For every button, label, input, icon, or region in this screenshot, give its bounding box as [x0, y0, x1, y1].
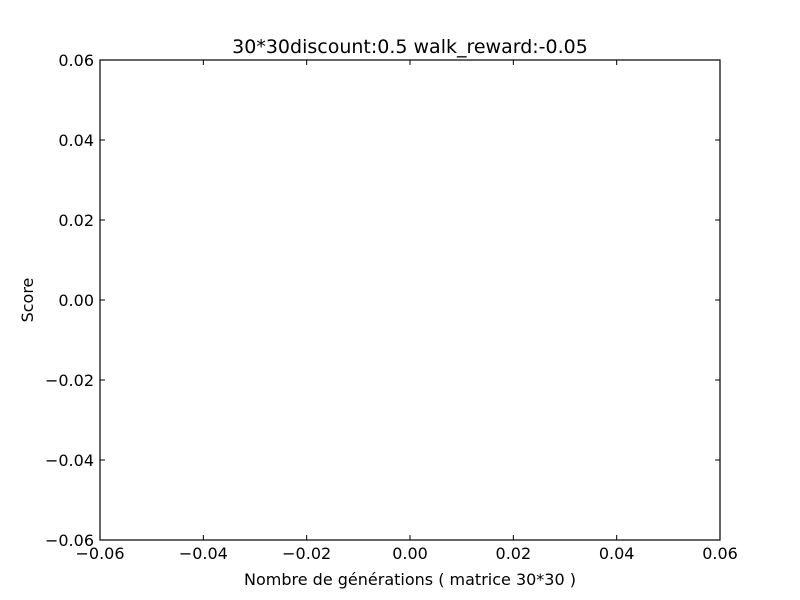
x-tick-label: 0.00 [392, 544, 428, 563]
y-axis-label: Score [18, 278, 37, 323]
x-tick-label: 0.04 [599, 544, 635, 563]
y-tick-label: 0.00 [58, 291, 94, 310]
x-tick-label: 0.02 [496, 544, 532, 563]
y-tick-label: 0.06 [58, 51, 94, 70]
y-tick-label: −0.04 [45, 451, 94, 470]
x-axis-ticks: −0.06 −0.04 −0.02 0.00 0.02 0.04 0.06 [75, 60, 738, 563]
x-tick-label: −0.06 [75, 544, 124, 563]
plot-area [99, 59, 721, 541]
y-tick-label: 0.04 [58, 131, 94, 150]
y-tick-label: −0.02 [45, 371, 94, 390]
x-tick-label: −0.04 [179, 544, 228, 563]
chart-title: 30*30discount:0.5 walk_reward:-0.05 [232, 36, 588, 58]
y-axis-ticks: −0.06 −0.04 −0.02 0.00 0.02 0.04 0.06 [45, 51, 720, 550]
y-tick-label: −0.06 [45, 531, 94, 550]
x-axis-label: Nombre de générations ( matrice 30*30 ) [244, 570, 576, 589]
y-tick-label: 0.02 [58, 211, 94, 230]
x-tick-label: 0.06 [702, 544, 738, 563]
x-tick-label: −0.02 [282, 544, 331, 563]
